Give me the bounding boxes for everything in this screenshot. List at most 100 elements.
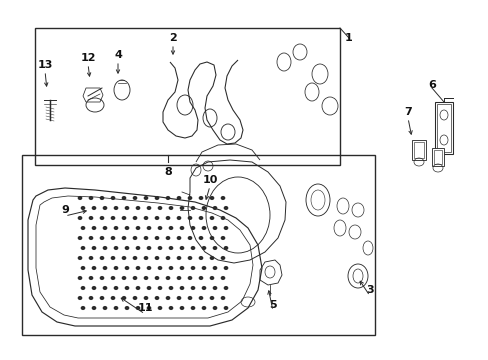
Ellipse shape — [92, 206, 96, 210]
Ellipse shape — [133, 276, 137, 280]
Ellipse shape — [224, 246, 228, 250]
Ellipse shape — [202, 226, 206, 230]
Ellipse shape — [78, 256, 82, 260]
Ellipse shape — [100, 236, 104, 240]
Ellipse shape — [122, 276, 126, 280]
Ellipse shape — [92, 306, 96, 310]
Ellipse shape — [122, 296, 126, 300]
Ellipse shape — [124, 306, 129, 310]
Ellipse shape — [102, 246, 107, 250]
Ellipse shape — [199, 216, 203, 220]
Ellipse shape — [221, 276, 225, 280]
Ellipse shape — [143, 236, 148, 240]
Ellipse shape — [102, 226, 107, 230]
Ellipse shape — [78, 196, 82, 200]
Ellipse shape — [187, 256, 192, 260]
Ellipse shape — [124, 266, 129, 270]
Bar — [411, 140, 425, 160]
Ellipse shape — [92, 266, 96, 270]
Ellipse shape — [124, 206, 129, 210]
Ellipse shape — [146, 266, 151, 270]
Ellipse shape — [155, 276, 159, 280]
Ellipse shape — [155, 296, 159, 300]
Ellipse shape — [199, 296, 203, 300]
Ellipse shape — [111, 236, 115, 240]
Ellipse shape — [102, 266, 107, 270]
Ellipse shape — [143, 196, 148, 200]
Ellipse shape — [224, 206, 228, 210]
Ellipse shape — [177, 256, 181, 260]
Ellipse shape — [133, 196, 137, 200]
Ellipse shape — [165, 216, 170, 220]
Ellipse shape — [100, 256, 104, 260]
Text: 12: 12 — [80, 53, 96, 63]
Ellipse shape — [158, 286, 162, 290]
Ellipse shape — [224, 226, 228, 230]
Bar — [22, 155, 374, 335]
Ellipse shape — [221, 256, 225, 260]
Ellipse shape — [122, 216, 126, 220]
Ellipse shape — [136, 286, 140, 290]
Bar — [433, 150, 441, 164]
Ellipse shape — [190, 306, 195, 310]
Ellipse shape — [146, 206, 151, 210]
Ellipse shape — [209, 296, 214, 300]
Ellipse shape — [187, 216, 192, 220]
Ellipse shape — [100, 196, 104, 200]
Ellipse shape — [100, 216, 104, 220]
Ellipse shape — [143, 296, 148, 300]
Ellipse shape — [155, 216, 159, 220]
Ellipse shape — [221, 196, 225, 200]
Ellipse shape — [111, 256, 115, 260]
Ellipse shape — [122, 256, 126, 260]
Ellipse shape — [190, 226, 195, 230]
Ellipse shape — [224, 266, 228, 270]
Ellipse shape — [158, 306, 162, 310]
Ellipse shape — [102, 206, 107, 210]
Ellipse shape — [165, 236, 170, 240]
Text: 7: 7 — [403, 107, 411, 117]
Ellipse shape — [89, 196, 93, 200]
Ellipse shape — [209, 256, 214, 260]
Ellipse shape — [100, 276, 104, 280]
Ellipse shape — [177, 236, 181, 240]
Ellipse shape — [124, 286, 129, 290]
Ellipse shape — [190, 206, 195, 210]
Ellipse shape — [165, 296, 170, 300]
Ellipse shape — [133, 256, 137, 260]
Ellipse shape — [111, 276, 115, 280]
Ellipse shape — [190, 286, 195, 290]
Ellipse shape — [155, 256, 159, 260]
Ellipse shape — [143, 256, 148, 260]
Ellipse shape — [168, 286, 173, 290]
Ellipse shape — [133, 216, 137, 220]
Ellipse shape — [89, 216, 93, 220]
Text: 9: 9 — [61, 205, 69, 215]
Ellipse shape — [136, 266, 140, 270]
Ellipse shape — [78, 216, 82, 220]
Ellipse shape — [212, 226, 217, 230]
Ellipse shape — [114, 266, 118, 270]
Ellipse shape — [102, 286, 107, 290]
Ellipse shape — [111, 216, 115, 220]
Ellipse shape — [202, 306, 206, 310]
Text: 2: 2 — [169, 33, 177, 43]
Ellipse shape — [199, 196, 203, 200]
Ellipse shape — [165, 196, 170, 200]
Ellipse shape — [158, 246, 162, 250]
Ellipse shape — [177, 216, 181, 220]
Ellipse shape — [209, 276, 214, 280]
Ellipse shape — [136, 246, 140, 250]
Text: 8: 8 — [164, 167, 171, 177]
Ellipse shape — [177, 196, 181, 200]
Ellipse shape — [136, 226, 140, 230]
Ellipse shape — [114, 286, 118, 290]
Ellipse shape — [81, 206, 85, 210]
Ellipse shape — [81, 266, 85, 270]
Ellipse shape — [209, 196, 214, 200]
Ellipse shape — [133, 236, 137, 240]
Ellipse shape — [155, 236, 159, 240]
Ellipse shape — [158, 266, 162, 270]
Bar — [413, 142, 423, 158]
Ellipse shape — [114, 226, 118, 230]
